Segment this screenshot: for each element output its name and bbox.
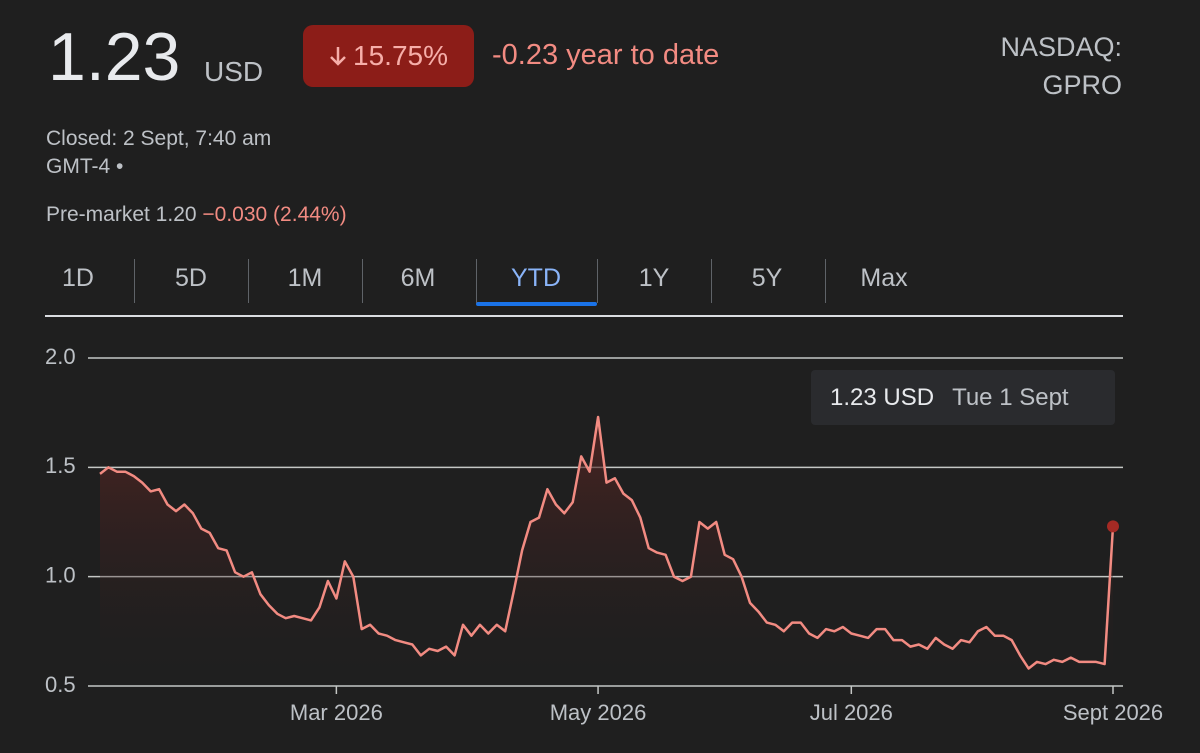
range-tab[interactable]: 1D xyxy=(62,264,94,292)
timezone: GMT-4 • xyxy=(46,155,124,178)
y-tick-label: 2.0 xyxy=(45,344,76,369)
change-ytd: -0.23 year to date xyxy=(492,39,720,71)
exchange-box: NASDAQ: GPRO xyxy=(1000,28,1122,104)
currency: USD xyxy=(204,56,264,87)
tab-separator xyxy=(362,259,363,303)
range-tab[interactable]: 1Y xyxy=(638,264,670,292)
tooltip-date: Tue 1 Sept xyxy=(952,383,1069,411)
line-area xyxy=(100,417,1113,686)
x-tick-label: Jul 2026 xyxy=(810,700,893,725)
price-line xyxy=(99,415,1115,670)
price: 1.23 xyxy=(48,19,181,95)
tab-separator xyxy=(248,259,249,303)
range-tab[interactable]: 6M xyxy=(400,264,436,292)
change-badge: 15.75% xyxy=(303,25,474,87)
x-tick-label: May 2026 xyxy=(550,700,647,725)
divider xyxy=(45,315,1123,317)
tooltip-value: 1.23 USD xyxy=(830,383,935,411)
down-arrow xyxy=(330,47,346,66)
tab-separator xyxy=(825,259,826,303)
y-tick-label: 1.5 xyxy=(45,453,76,478)
premarket-price: Pre-market 1.20 xyxy=(46,203,197,226)
x-tick-label: Sept 2026 xyxy=(1063,700,1163,725)
tooltip: 1.23 USD Tue 1 Sept xyxy=(811,370,1115,425)
premarket: Pre-market 1.20 −0.030 (2.44%) xyxy=(46,203,347,227)
range-tab[interactable]: 5Y xyxy=(751,264,783,292)
range-tab[interactable]: 1M xyxy=(287,264,323,292)
y-tick-label: 1.0 xyxy=(45,562,76,587)
ticker: GPRO xyxy=(1042,70,1122,100)
tab-separator xyxy=(597,259,598,303)
exchange: NASDAQ: xyxy=(1000,32,1122,62)
tab-underline xyxy=(476,302,597,306)
x-tick-label: Mar 2026 xyxy=(290,700,383,725)
y-tick-label: 0.5 xyxy=(45,672,76,697)
tab-separator xyxy=(476,259,477,303)
range-tabs: 1D 5D 1M 6M YTD 1Y 5Y Max xyxy=(45,256,1123,316)
range-tab[interactable]: YTD xyxy=(511,264,561,292)
tab-separator xyxy=(711,259,712,303)
range-tab[interactable]: Max xyxy=(860,264,908,292)
last-point xyxy=(1107,520,1119,533)
premarket-change: −0.030 (2.44%) xyxy=(202,203,347,226)
change-percent: 15.75% xyxy=(353,40,448,71)
tab-separator xyxy=(134,259,135,303)
closed: Closed: 2 Sept, 7:40 am xyxy=(46,127,272,150)
range-tab[interactable]: 5D xyxy=(175,264,207,292)
